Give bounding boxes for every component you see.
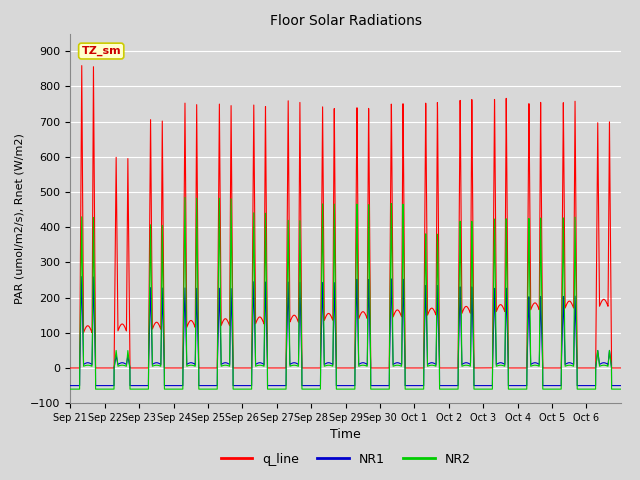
NR1 (497, 360, 504, 366)
q_line (497, 302, 504, 308)
q_line (538, 251, 546, 257)
NR1 (366, 335, 374, 341)
NR2 (617, 386, 625, 392)
NR1 (538, 334, 546, 340)
NR2 (497, 362, 504, 368)
NR1 (78, 274, 86, 279)
q_line (524, 271, 531, 277)
NR2 (524, 312, 531, 318)
Line: NR2: NR2 (70, 197, 621, 389)
q_line (366, 277, 374, 283)
NR2 (366, 310, 374, 315)
q_line (78, 63, 86, 69)
NR2 (67, 386, 74, 392)
q_line (180, 142, 188, 147)
NR2 (180, 231, 188, 237)
NR1 (396, 360, 403, 366)
Y-axis label: PAR (umol/m2/s), Rnet (W/m2): PAR (umol/m2/s), Rnet (W/m2) (15, 133, 25, 304)
q_line (396, 309, 403, 315)
X-axis label: Time: Time (330, 429, 361, 442)
q_line (617, 365, 625, 371)
Text: TZ_sm: TZ_sm (81, 46, 121, 56)
q_line (67, 365, 74, 371)
Line: q_line: q_line (70, 66, 621, 368)
NR2 (538, 300, 546, 306)
NR1 (180, 298, 188, 303)
Line: NR1: NR1 (70, 276, 621, 385)
NR1 (617, 383, 625, 388)
NR2 (181, 194, 189, 200)
Legend: q_line, NR1, NR2: q_line, NR1, NR2 (216, 448, 476, 471)
NR1 (67, 383, 74, 388)
NR2 (396, 362, 403, 368)
NR1 (524, 340, 531, 346)
Title: Floor Solar Radiations: Floor Solar Radiations (269, 14, 422, 28)
